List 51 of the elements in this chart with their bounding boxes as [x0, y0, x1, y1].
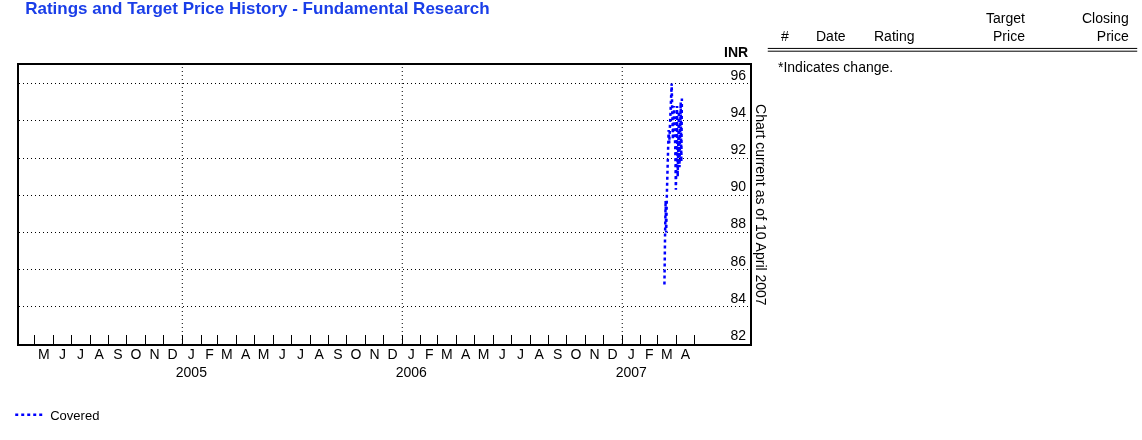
x-tick-label: O — [350, 346, 362, 362]
x-tick-label: J — [278, 346, 286, 362]
x-tick-label: N — [149, 346, 160, 362]
x-tick-label: M — [477, 346, 490, 362]
y-tick-label: 90 — [730, 178, 747, 195]
x-tick-label: M — [221, 346, 233, 362]
x-tick-label: A — [314, 346, 325, 362]
x-tick-label: J — [58, 346, 66, 362]
x-tick-label: M — [37, 346, 50, 362]
y-tick-label: 92 — [730, 140, 747, 157]
y-tick-label: 96 — [730, 66, 747, 83]
x-tick-label: F — [425, 346, 434, 362]
x-tick-label: D — [167, 346, 178, 362]
x-tick-label: A — [460, 346, 471, 362]
text: Target Price — [986, 10, 1026, 45]
y-tick-label: 82 — [730, 326, 747, 343]
x-tick-label: N — [589, 346, 600, 362]
text: *Indicates change. — [778, 59, 894, 75]
y-tick-label: 86 — [730, 252, 747, 269]
text: # — [781, 28, 789, 44]
legend-label: Covered — [50, 407, 100, 423]
x-tick-label: A — [680, 346, 691, 362]
x-tick-label: M — [257, 346, 270, 362]
y-tick-label: 88 — [730, 215, 747, 232]
x-tick-label: S — [113, 346, 123, 362]
x-tick-label: J — [516, 346, 524, 362]
x-tick-label: J — [498, 346, 506, 362]
x-tick-label: D — [607, 346, 618, 362]
x-tick-label: F — [205, 346, 214, 362]
x-tick-label: F — [645, 346, 654, 362]
text: Chart current as of 10 April 2007 — [752, 104, 769, 306]
x-tick-label: S — [333, 346, 343, 362]
x-tick-label: N — [369, 346, 380, 362]
chart-title: Ratings and Target Price History - Fundamental Research — [25, 0, 490, 19]
x-tick-label: M — [441, 346, 453, 362]
y-tick-label: 84 — [730, 289, 747, 306]
x-tick-label: A — [240, 346, 251, 362]
y-tick-label: 94 — [730, 103, 747, 120]
x-tick-label: J — [296, 346, 304, 362]
x-tick-label: J — [76, 346, 84, 362]
text: Closing Price — [1082, 10, 1129, 45]
x-tick-label: O — [130, 346, 142, 362]
text: Date — [816, 28, 846, 44]
x-tick-label: A — [534, 346, 545, 362]
x-tick-label: D — [387, 346, 398, 362]
text: Rating — [874, 28, 915, 44]
y-axis-title: INR — [724, 44, 749, 60]
x-tick-label: M — [661, 346, 673, 362]
x-tick-label: S — [553, 346, 563, 362]
x-tick-label: O — [570, 346, 582, 362]
x-tick-label: A — [94, 346, 105, 362]
